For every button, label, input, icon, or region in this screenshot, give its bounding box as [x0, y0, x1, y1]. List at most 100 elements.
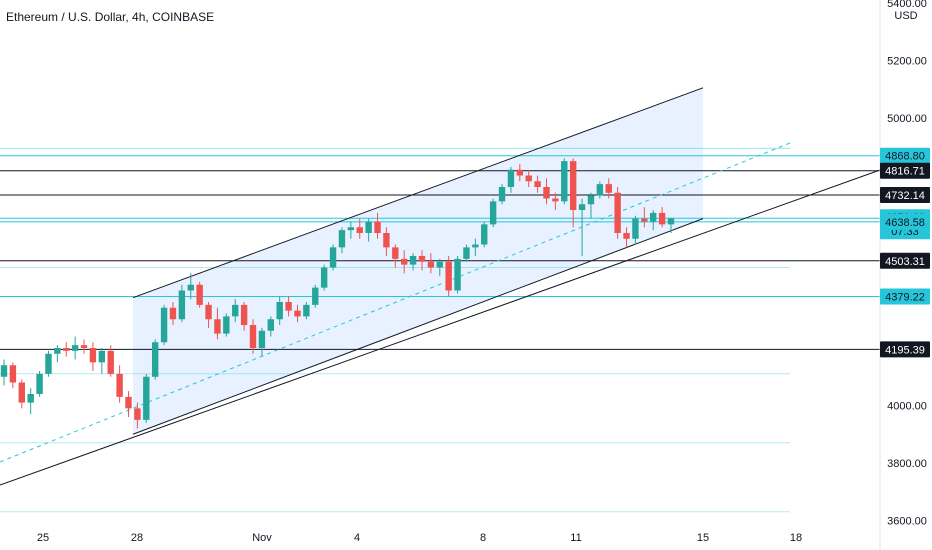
candle — [36, 371, 43, 397]
candle-body — [116, 373, 123, 397]
price-tick-label: 3600.00 — [887, 516, 927, 528]
candle-body — [169, 307, 177, 320]
candle — [98, 348, 106, 374]
candle-body — [89, 348, 97, 363]
candle — [658, 207, 666, 228]
price-axis-ticks: 5400.00 5200.00 5000.00 4000.00 3800.00 3600.… — [887, 0, 927, 528]
candle-body — [178, 290, 186, 320]
candle-body — [285, 302, 292, 311]
candle — [534, 175, 541, 193]
candle-body — [374, 221, 381, 233]
candle — [561, 158, 568, 205]
candle-body — [276, 302, 283, 320]
time-tick-label: 15 — [697, 532, 709, 544]
candle — [240, 302, 248, 331]
candle-body — [249, 325, 257, 348]
candle-body — [543, 187, 550, 199]
candle — [605, 178, 612, 199]
candle-body — [409, 256, 417, 265]
channel-lower-line[interactable] — [132, 218, 704, 435]
price-tags: 4868.804816.714732.144651.3907:334638.58… — [880, 147, 930, 358]
time-axis-labels: 25 28 Nov 4 8 11 15 18 — [37, 532, 802, 544]
price-tick-label: 3800.00 — [887, 458, 927, 470]
candle-body — [418, 256, 426, 262]
candle — [107, 345, 114, 377]
candle — [160, 304, 168, 346]
candle-body — [71, 345, 79, 351]
candle — [205, 302, 212, 328]
candle — [63, 342, 70, 357]
candle-body — [63, 348, 70, 351]
candle-body — [472, 244, 479, 248]
price-tag-bg — [880, 288, 930, 305]
candle — [116, 365, 123, 403]
time-tick-label: 11 — [570, 532, 581, 544]
candle-body — [427, 261, 435, 268]
candle — [294, 304, 301, 323]
candle — [498, 184, 506, 205]
time-tick-label: 18 — [790, 532, 802, 544]
candle — [27, 388, 34, 415]
candle — [320, 264, 328, 291]
candle-body — [187, 284, 194, 291]
candle-body — [151, 342, 159, 377]
channel-lower-line-extended[interactable] — [0, 169, 881, 486]
candle — [507, 166, 515, 193]
price-tag: 4868.80 — [880, 147, 930, 164]
candle — [356, 218, 363, 239]
candlestick-series[interactable] — [0, 158, 675, 429]
candle-body — [98, 350, 106, 363]
candle-body — [18, 382, 25, 403]
candle — [383, 227, 390, 256]
candle — [454, 256, 461, 294]
candle — [489, 198, 497, 228]
price-tick-label: 5400.00 — [887, 0, 927, 10]
candle — [45, 350, 52, 377]
candle — [329, 244, 337, 271]
candle — [9, 362, 17, 389]
time-tick-label: Nov — [252, 532, 272, 544]
candle — [587, 192, 595, 219]
candle-body — [143, 376, 150, 420]
candle-body — [365, 221, 372, 233]
candle — [258, 327, 266, 357]
chart-title: Ethereum / U.S. Dollar, 4h, COINBASE — [6, 10, 214, 24]
candle — [365, 218, 372, 242]
price-tag-bg — [880, 162, 930, 179]
candle — [418, 250, 426, 271]
candle-body — [232, 304, 239, 317]
channel-upper-line[interactable] — [132, 87, 704, 299]
candle-body — [303, 304, 310, 317]
candle-body — [205, 304, 212, 320]
candle — [267, 316, 274, 337]
candle-body — [436, 261, 443, 268]
candle — [303, 302, 310, 320]
candle — [80, 339, 88, 354]
candle — [374, 212, 381, 239]
candle — [249, 319, 257, 354]
candle — [445, 256, 452, 297]
candle-body — [54, 348, 61, 354]
price-tag-bg — [880, 147, 930, 164]
candle — [312, 284, 319, 308]
price-axis-background[interactable] — [880, 0, 932, 550]
candle-body — [561, 161, 568, 202]
price-tag-label: 4868.80 — [885, 151, 925, 163]
candle — [71, 336, 79, 360]
candle — [614, 187, 621, 239]
candle — [543, 178, 550, 205]
price-tag-bg — [880, 341, 930, 358]
candle-body — [578, 204, 586, 210]
candle — [223, 313, 230, 337]
candle-body — [498, 187, 506, 202]
candle — [516, 164, 524, 182]
candle-body — [258, 330, 266, 348]
candle — [54, 345, 61, 363]
time-tick-label: 28 — [131, 532, 143, 544]
candle-body — [658, 212, 666, 225]
candle-body — [45, 353, 52, 374]
candle-body — [160, 307, 168, 343]
candle-body — [36, 373, 43, 394]
